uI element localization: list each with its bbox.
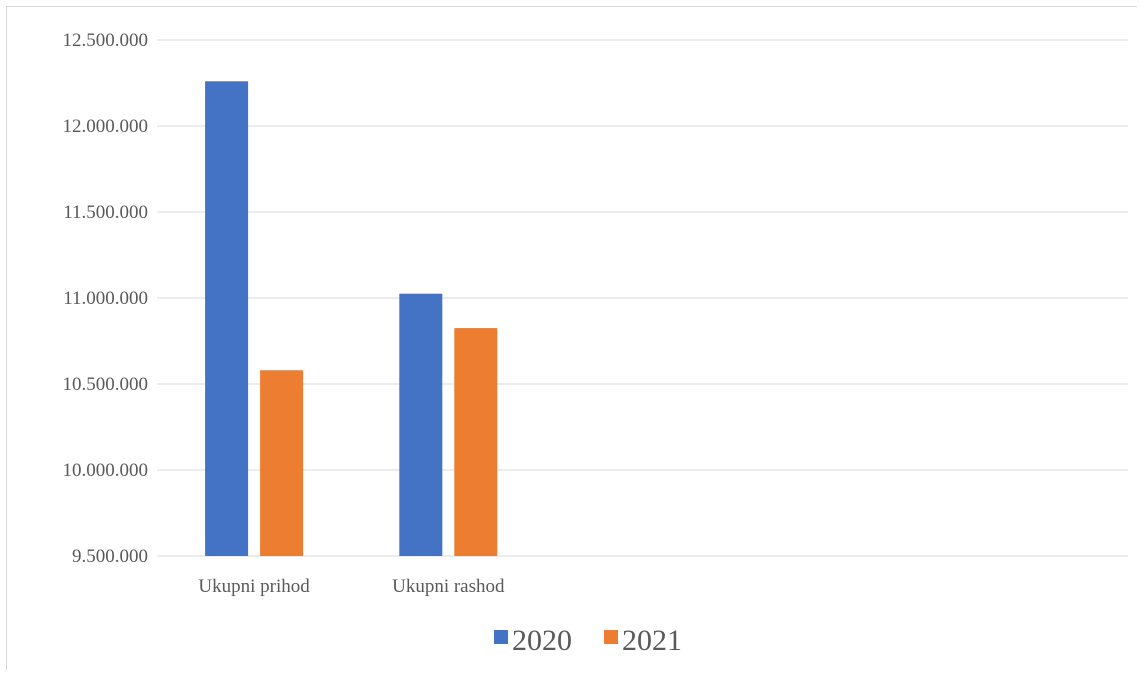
chart-frame [6,6,1137,670]
y-tick-label: 11.000.000 [63,288,148,309]
legend-label-2020: 2020 [512,624,572,657]
y-tick-label: 12.000.000 [63,116,149,137]
legend-swatch-2020 [494,630,508,644]
x-category-label: Ukupni prihod [198,576,310,597]
y-tick-label: 10.500.000 [63,374,149,395]
y-tick-label: 10.000.000 [63,460,149,481]
y-tick-label: 11.500.000 [63,202,148,223]
legend-swatch-2021 [604,630,618,644]
x-category-label: Ukupni rashod [392,576,505,597]
bar-2021-ukupni-rashod [454,328,498,556]
y-tick-label: 9.500.000 [72,546,148,567]
bar-2021-ukupni-prihod [260,370,304,556]
bar-2020-ukupni-prihod [205,81,249,556]
bar-2020-ukupni-rashod [399,293,443,556]
legend-label-2021: 2021 [622,624,682,657]
y-tick-label: 12.500.000 [63,30,149,51]
